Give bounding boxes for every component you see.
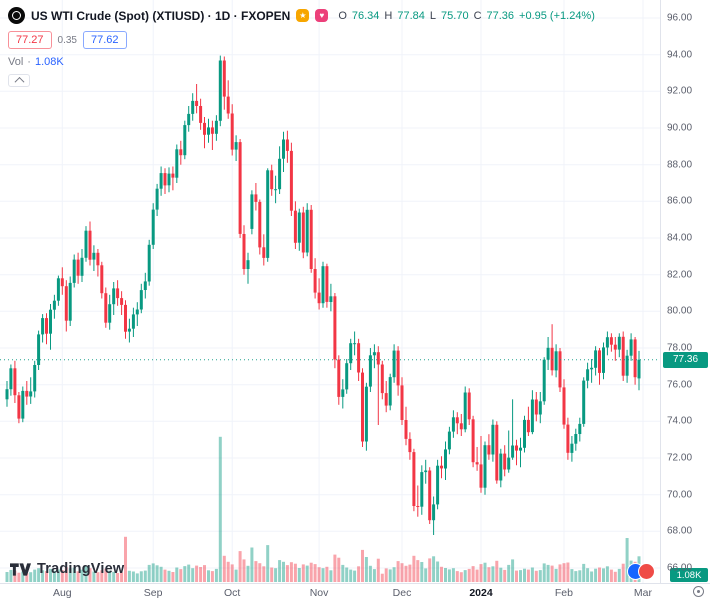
volume-label: Vol	[8, 56, 24, 68]
spread-value: 0.35	[57, 34, 77, 46]
time-tick-label: Nov	[309, 587, 329, 599]
ohlc-values: O 76.34 H 77.84 L 75.70 C 77.36 +0.95 (+1.24…	[338, 10, 595, 22]
symbol-title[interactable]: US WTI Crude (Spot) (XTIUSD) · 1D · FXOP…	[31, 8, 291, 23]
high-value: 77.84	[397, 9, 425, 22]
close-label: C	[473, 9, 482, 22]
star-badge-icon[interactable]: ★	[296, 9, 310, 22]
volume-legend: Vol · 1.08K	[8, 56, 595, 68]
low-label: L	[429, 9, 437, 22]
last-price-badge: 77.36	[663, 351, 708, 368]
price-tick-label: 78.00	[667, 342, 693, 354]
price-tick-label: 94.00	[667, 49, 693, 61]
price-tick-label: 80.00	[667, 305, 693, 317]
price-tick-label: 76.00	[667, 379, 693, 391]
change-value: +0.95 (+1.24%)	[519, 9, 595, 22]
price-tick-label: 96.00	[667, 12, 693, 24]
price-tick-label: 86.00	[667, 195, 693, 207]
data-provider-logos[interactable]	[627, 563, 655, 580]
chevron-up-icon	[14, 76, 24, 87]
high-label: H	[384, 9, 393, 22]
price-tick-label: 70.00	[667, 489, 693, 501]
instrument-logo-ring	[12, 11, 21, 20]
price-tick-label: 84.00	[667, 232, 693, 244]
price-tick-label: 74.00	[667, 415, 693, 427]
close-value: 77.36	[486, 9, 515, 22]
provider-logo-red-icon	[638, 563, 655, 580]
time-tick-label: 2024	[469, 587, 493, 599]
sell-button[interactable]: 77.27	[8, 31, 52, 49]
tradingview-logo-text: TradingView	[37, 561, 125, 577]
instrument-logo-icon	[8, 7, 25, 24]
time-tick-label: Feb	[554, 587, 573, 599]
axis-settings-icon[interactable]	[688, 584, 708, 599]
price-tick-label: 72.00	[667, 452, 693, 464]
price-tick-label: 92.00	[667, 85, 693, 97]
grid-layer	[0, 0, 660, 583]
volume-separator: ·	[27, 56, 31, 68]
open-value: 76.34	[351, 9, 380, 22]
price-tick-label: 82.00	[667, 269, 693, 281]
price-axis[interactable]: 77.36 1.08K 96.00 94.00 92.00 90.00 88.00 86.…	[660, 0, 710, 583]
price-chart-canvas[interactable]	[0, 0, 660, 583]
tradingview-logo[interactable]: TradingView	[10, 561, 124, 577]
candlestick-layer	[5, 55, 641, 535]
collapse-legend-button[interactable]	[8, 74, 30, 87]
price-tick-label: 66.00	[667, 562, 693, 574]
bid-ask-row: 77.27 0.35 77.62	[8, 31, 595, 49]
buy-button[interactable]: 77.62	[83, 31, 127, 49]
time-axis[interactable]: Aug Sep Oct Nov Dec 2024 Feb Mar	[0, 583, 710, 600]
time-tick-label: Oct	[223, 587, 241, 599]
price-tick-label: 90.00	[667, 122, 693, 134]
tradingview-logo-icon	[10, 562, 31, 576]
time-tick-label: Dec	[392, 587, 412, 599]
time-tick-label: Mar	[633, 587, 652, 599]
volume-value: 1.08K	[34, 56, 64, 68]
volume-layer	[5, 436, 641, 582]
time-tick-label: Aug	[52, 587, 72, 599]
symbol-row: US WTI Crude (Spot) (XTIUSD) · 1D · FXOP…	[8, 7, 595, 24]
last-volume-badge: 1.08K	[670, 568, 708, 582]
price-tick-label: 68.00	[667, 525, 693, 537]
price-tick-label: 88.00	[667, 159, 693, 171]
heart-badge-icon[interactable]: ♥	[315, 9, 329, 22]
chart-legend: US WTI Crude (Spot) (XTIUSD) · 1D · FXOP…	[8, 7, 595, 87]
low-value: 75.70	[441, 9, 469, 22]
target-ring-icon	[692, 586, 704, 597]
time-tick-label: Sep	[143, 587, 163, 599]
open-label: O	[338, 9, 347, 22]
